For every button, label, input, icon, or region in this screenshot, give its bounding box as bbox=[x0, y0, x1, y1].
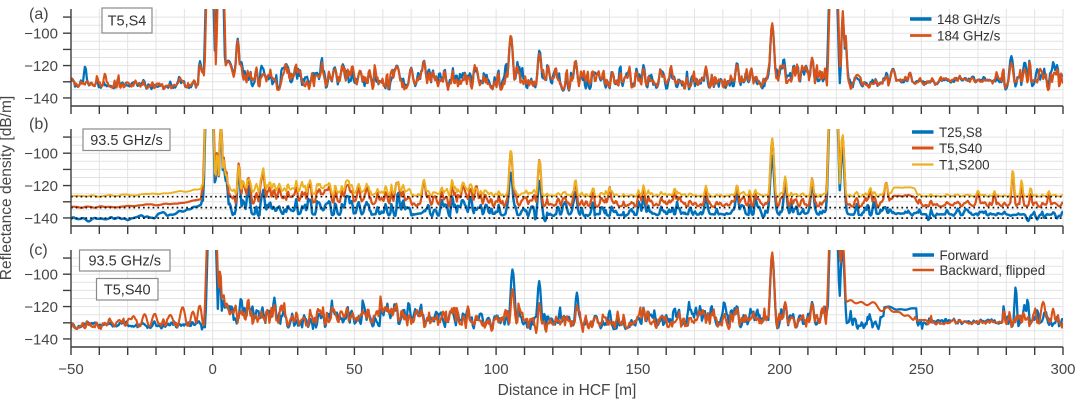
svg-text:93.5 GHz/s: 93.5 GHz/s bbox=[88, 254, 161, 270]
svg-text:−120: −120 bbox=[24, 178, 58, 195]
svg-text:−140: −140 bbox=[24, 210, 58, 227]
svg-text:Backward, flipped: Backward, flipped bbox=[940, 263, 1046, 278]
svg-text:T25,S8: T25,S8 bbox=[939, 125, 982, 140]
svg-text:T5,S40: T5,S40 bbox=[104, 282, 151, 298]
svg-text:93.5 GHz/s: 93.5 GHz/s bbox=[90, 133, 163, 149]
svg-text:T1,S200: T1,S200 bbox=[939, 157, 990, 172]
svg-text:50: 50 bbox=[346, 361, 363, 378]
svg-text:150: 150 bbox=[625, 361, 650, 378]
svg-text:T5,S4: T5,S4 bbox=[108, 14, 147, 30]
svg-text:−50: −50 bbox=[58, 361, 83, 378]
svg-text:200: 200 bbox=[767, 361, 792, 378]
svg-text:−120: −120 bbox=[24, 299, 58, 316]
svg-text:Forward: Forward bbox=[940, 248, 989, 263]
svg-text:−140: −140 bbox=[24, 331, 58, 348]
svg-text:−100: −100 bbox=[24, 146, 58, 163]
svg-text:−120: −120 bbox=[24, 58, 58, 75]
svg-text:(a): (a) bbox=[29, 6, 49, 23]
svg-text:0: 0 bbox=[209, 361, 217, 378]
svg-text:−140: −140 bbox=[24, 90, 58, 107]
svg-text:100: 100 bbox=[484, 361, 509, 378]
svg-text:184 GHz/s: 184 GHz/s bbox=[937, 28, 1001, 43]
svg-text:Distance in HCF [m]: Distance in HCF [m] bbox=[498, 382, 637, 399]
svg-text:(c): (c) bbox=[29, 242, 48, 259]
svg-text:300: 300 bbox=[1050, 361, 1075, 378]
svg-text:148 GHz/s: 148 GHz/s bbox=[937, 12, 1001, 27]
svg-text:−100: −100 bbox=[24, 267, 58, 284]
svg-text:(b): (b) bbox=[29, 116, 49, 133]
svg-text:250: 250 bbox=[909, 361, 934, 378]
svg-text:T5,S40: T5,S40 bbox=[939, 141, 982, 156]
svg-text:−100: −100 bbox=[24, 26, 58, 43]
svg-text:Reflectance density [dB/m]: Reflectance density [dB/m] bbox=[0, 96, 15, 280]
